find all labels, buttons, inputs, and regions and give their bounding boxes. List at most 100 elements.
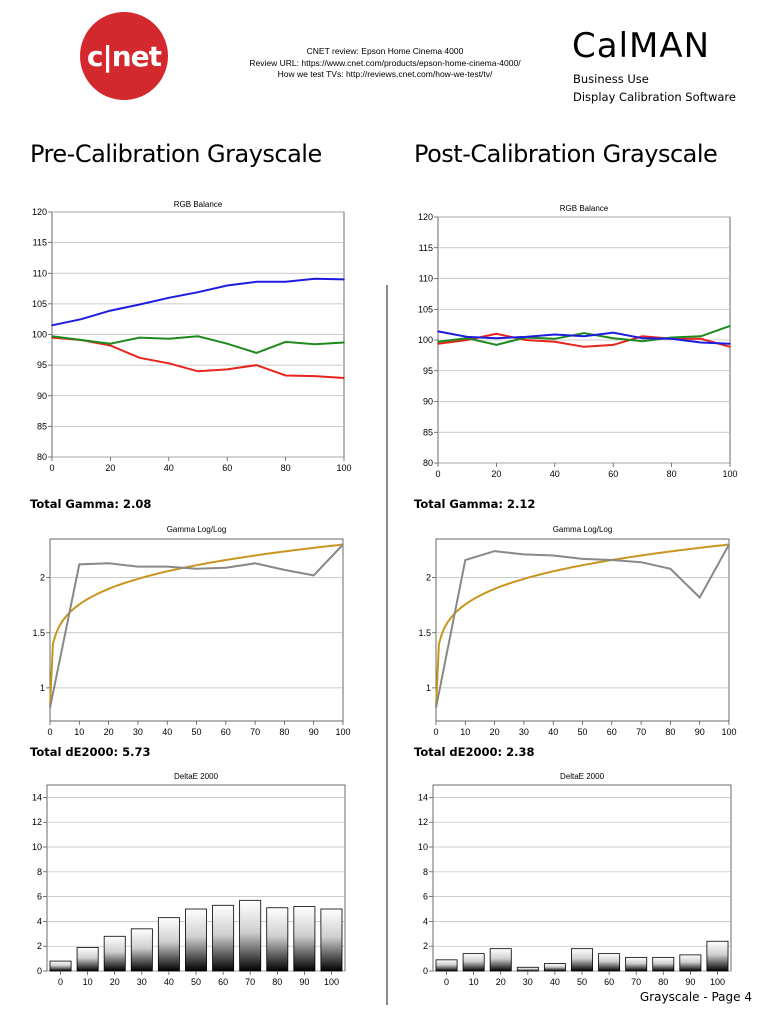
green-data-point <box>641 340 644 343</box>
deltae-bar <box>598 953 621 972</box>
x-tick-label: 60 <box>222 463 232 473</box>
x-tick-label: 80 <box>279 727 289 737</box>
y-tick-label: 90 <box>423 397 433 407</box>
x-tick-label: 40 <box>164 977 174 987</box>
deltae-bar <box>239 899 262 972</box>
y-tick-label: 1.5 <box>32 628 45 638</box>
red-data-point <box>729 345 731 348</box>
x-tick-label: 10 <box>469 977 479 987</box>
red-data-point <box>314 375 316 377</box>
x-tick-label: 80 <box>272 977 282 987</box>
chart-title: RGB Balance <box>560 204 609 213</box>
deltae-bar <box>266 907 289 972</box>
green-data-point <box>314 343 316 346</box>
x-tick-label: 20 <box>496 977 506 987</box>
chart-title: RGB Balance <box>174 200 223 209</box>
review-info: CNET review: Epson Home Cinema 4000 Revi… <box>200 46 570 81</box>
y-tick-label: 105 <box>418 304 433 314</box>
cnet-logo-text: c|net <box>86 39 162 73</box>
pre-total-gamma: Total Gamma: 2.08 <box>30 497 152 511</box>
x-tick-label: 50 <box>191 977 201 987</box>
chart-title: Gamma Log/Log <box>167 525 227 534</box>
how-we-test-line: How we test TVs: http://reviews.cnet.com… <box>277 69 493 79</box>
x-tick-label: 0 <box>433 727 438 737</box>
gamma_measured-data-point <box>669 567 672 570</box>
green-data-point <box>612 337 614 339</box>
x-tick-label: 70 <box>636 727 646 737</box>
gamma_measured-data-point <box>78 563 81 566</box>
blue-data-point <box>226 284 228 287</box>
deltae-bar <box>516 966 539 972</box>
gamma_measured-data-point <box>166 565 168 568</box>
deltae-bar <box>76 947 99 972</box>
x-tick-label: 80 <box>658 977 668 987</box>
blue-data-point <box>554 333 556 336</box>
gamma_measured-data-point <box>312 574 315 577</box>
x-tick-label: 90 <box>309 727 319 737</box>
y-tick-label: 8 <box>423 867 428 877</box>
y-tick-label: 110 <box>419 274 433 284</box>
y-tick-label: 110 <box>33 268 47 278</box>
x-tick-label: 70 <box>245 977 255 987</box>
y-tick-label: 90 <box>37 391 47 401</box>
red-data-point <box>524 339 527 341</box>
gamma_measured-data-point <box>728 543 730 546</box>
green-data-point <box>583 332 585 335</box>
x-tick-label: 80 <box>281 463 291 473</box>
plot-area <box>432 784 732 972</box>
blue-data-point <box>80 318 82 320</box>
x-tick-label: 80 <box>667 469 677 479</box>
x-tick-label: 20 <box>105 463 115 473</box>
red-data-point <box>437 342 439 345</box>
red-data-point <box>255 364 258 366</box>
gamma_measured-data-point <box>435 706 437 709</box>
gamma_measured-data-point <box>640 561 642 563</box>
red-data-point <box>343 377 345 379</box>
gamma_measured-data-point <box>254 562 256 565</box>
calman-brand: CalMAN <box>572 26 711 66</box>
x-tick-label: 20 <box>110 977 120 987</box>
blue-data-point <box>437 330 439 333</box>
x-tick-label: 90 <box>685 977 695 987</box>
post-deltae-chart: DeltaE 2000 0 2 4 6 8 10 12 14 0 10 20 30 40 50 60 70 80 9… <box>418 772 732 987</box>
x-tick-label: 70 <box>631 977 641 987</box>
blue-data-point <box>495 337 498 339</box>
blue-data-point <box>314 277 316 280</box>
y-tick-label: 2 <box>426 573 431 583</box>
x-tick-label: 100 <box>721 727 736 737</box>
green-data-point <box>554 337 556 340</box>
blue-data-point <box>138 303 141 306</box>
y-tick-label: 12 <box>32 817 42 827</box>
pre-total-de2000: Total dE2000: 5.73 <box>30 745 151 759</box>
gamma_measured-data-point <box>581 558 584 560</box>
y-tick-label: 14 <box>32 792 42 802</box>
blue-data-point <box>583 335 585 338</box>
y-tick-label: 80 <box>423 458 433 468</box>
cnet-logo: c|net <box>80 12 168 100</box>
review-url-line: Review URL: https://www.cnet.com/product… <box>249 57 521 68</box>
plot-area <box>435 538 730 722</box>
gamma_measured-data-point <box>137 565 139 568</box>
x-tick-label: 60 <box>221 727 231 737</box>
x-tick-label: 100 <box>335 727 350 737</box>
red-data-point <box>226 368 228 371</box>
x-tick-label: 20 <box>491 469 501 479</box>
pre-calibration-title: Pre-Calibration Grayscale <box>30 140 322 168</box>
y-tick-label: 2 <box>423 941 428 951</box>
y-tick-label: 0 <box>37 966 42 976</box>
y-tick-label: 1 <box>40 683 45 693</box>
gamma_measured-data-point <box>107 562 110 565</box>
blue-data-point <box>641 337 644 339</box>
blue-data-point <box>524 336 527 338</box>
red-data-point <box>554 341 556 343</box>
target-gamma-line <box>49 543 344 707</box>
blue-data-point <box>109 309 112 312</box>
y-tick-label: 85 <box>423 427 433 437</box>
column-divider <box>386 285 388 1005</box>
green-data-point <box>197 335 199 338</box>
target-gamma-line <box>435 543 730 707</box>
gamma_measured-data-point <box>195 567 198 570</box>
plot-area <box>49 538 344 722</box>
deltae-bar <box>652 956 675 972</box>
